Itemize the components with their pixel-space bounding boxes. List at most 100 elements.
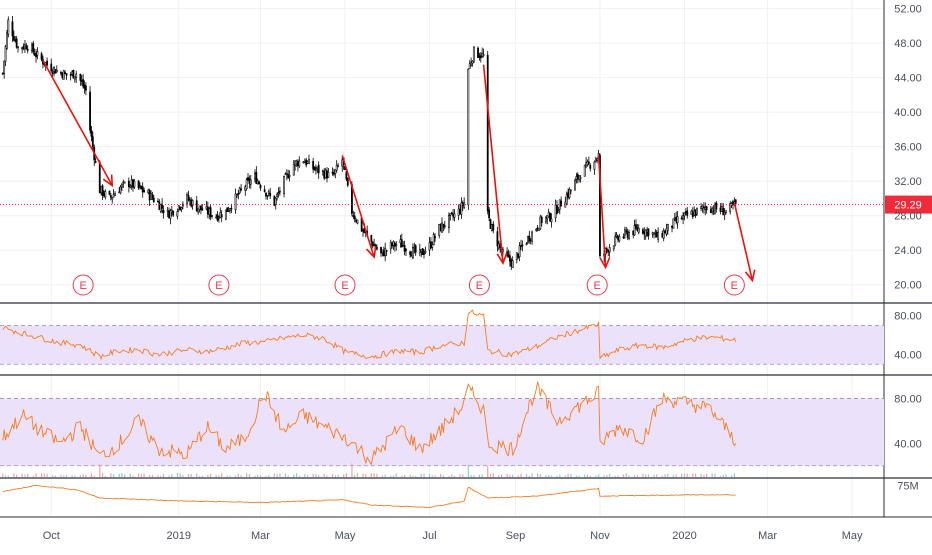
earnings-letter: E [594,280,601,292]
red-down-arrow-icon[interactable] [482,64,504,264]
volume-bar [528,475,530,477]
red-down-arrow-icon[interactable] [341,155,375,258]
volume-bar [93,475,95,477]
volume-bar [597,474,600,477]
candle-body [399,239,402,244]
arrow-head[interactable] [102,174,114,188]
candle-body [140,185,143,189]
volume-bar [719,475,722,477]
candle-body [672,218,675,229]
candle-body [576,174,579,180]
candle-body [248,178,251,184]
earnings-letter: E [341,280,348,292]
oscillator-band-fill [0,325,884,365]
candle-body [169,210,172,219]
candle-body [410,255,413,257]
candle-body [345,171,348,180]
volume-bar [4,475,7,477]
candle-body [623,229,626,236]
arrow-head[interactable] [599,257,611,270]
candle-body [565,194,568,204]
volume-bar [318,474,320,477]
volume-bar [104,475,106,477]
red-down-arrow-icon[interactable] [42,60,113,186]
red-down-arrow-icon[interactable] [733,202,754,281]
volume-bar [462,474,464,477]
price-candles[interactable] [1,16,737,271]
red-down-arrow-icon[interactable] [597,155,607,268]
volume-bar [240,475,242,477]
volume-bar [578,475,580,477]
candle-body [151,194,154,199]
candle-body [312,161,315,170]
candle-body [7,19,10,35]
candle-body [263,189,266,192]
candle-body [226,207,229,212]
volume-bar [633,475,636,477]
candle-body [35,53,37,58]
volume-bar [440,473,442,477]
volume-bar [370,473,372,477]
candle-body [15,38,18,48]
volume-bar [295,473,298,477]
candle-body [295,160,298,164]
candle-body [441,222,443,233]
candle-body [208,208,211,215]
last-price-label: 29.29 [894,200,922,212]
volume-bar [137,473,140,477]
earnings-circle-E-icon[interactable]: E [468,274,490,296]
candle-body [714,203,716,214]
candle-body [302,161,305,164]
candle-body [654,231,657,234]
volume-bar [500,474,503,477]
volume-bar [548,475,550,477]
arrow-head[interactable] [496,252,508,266]
candle-body [71,71,73,75]
volume-bar [160,475,162,477]
candle-body [400,239,403,248]
candle-body [112,194,115,198]
candle-body [79,74,82,81]
candle-body [414,245,417,253]
candle-body [148,190,151,201]
volume-bar [276,474,278,477]
earnings-circle-E-icon[interactable]: E [334,274,356,296]
volume-bar [478,474,481,477]
candle-body [442,223,445,228]
earnings-circle-E-icon[interactable]: E [586,274,608,296]
candle-body [159,204,162,212]
candle-body [651,232,654,235]
volume-bar [539,474,541,477]
earnings-circle-E-icon[interactable]: E [723,274,745,296]
volume-bar [492,473,494,477]
earnings-circle-E-icon[interactable]: E [72,274,94,296]
candle-body [470,62,472,66]
indicator-tick-label: 80.00 [894,311,922,323]
volume-bar [40,473,43,477]
volume-bar [570,473,572,477]
volume-bar [74,475,76,477]
volume-bar [179,473,181,477]
volume-bars [2,463,735,477]
volume-bar [453,475,456,477]
annotation-arrows[interactable] [42,60,756,283]
candle-body [701,205,704,209]
candle-body [162,210,165,213]
volume-bar [221,473,223,477]
volume-bar [642,473,644,477]
candle-body [662,230,665,239]
arrow-head[interactable] [365,246,377,259]
volume-bar [692,473,694,477]
candle-body [276,194,279,197]
candle-body [545,216,547,223]
candle-body [284,173,287,176]
candle-body [187,195,190,201]
candle-body [405,249,407,251]
volume-bar [35,473,37,477]
volume-bar [110,473,112,477]
candle-body [36,51,39,56]
arrow-head[interactable] [744,269,756,283]
candle-body [385,249,388,252]
earnings-circle-E-icon[interactable]: E [208,274,230,296]
